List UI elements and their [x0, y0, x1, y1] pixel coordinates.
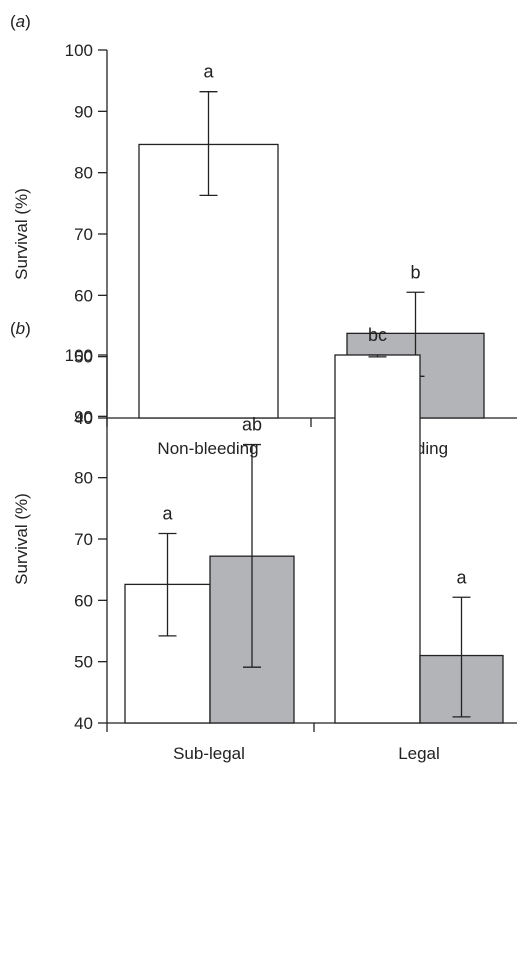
y-tick-label: 80 [74, 164, 93, 183]
y-tick-label: 50 [74, 348, 93, 367]
x-tick-label: Sub-legal [173, 744, 245, 763]
y-tick-label: 40 [74, 714, 93, 733]
significance-letter: bc [368, 325, 387, 345]
y-axis-label: Survival (%) [12, 188, 31, 280]
significance-letter: a [162, 503, 173, 523]
y-tick-label: 100 [65, 346, 93, 365]
significance-letter: a [203, 62, 214, 82]
y-tick-label: 40 [74, 409, 93, 428]
panel-label: (b) [10, 319, 31, 338]
bar [334, 354, 421, 724]
significance-letter: b [410, 262, 420, 282]
y-tick-label: 60 [74, 286, 93, 305]
x-tick-label: Legal [398, 744, 440, 763]
y-tick-label: 90 [74, 102, 93, 121]
y-tick-label: 100 [65, 41, 93, 60]
significance-letter: a [456, 567, 467, 587]
y-tick-label: 60 [74, 591, 93, 610]
y-tick-label: 90 [74, 407, 93, 426]
panel-a: (a)405060708090100Non-bleedingBleedingSu… [10, 12, 517, 458]
panel-b: (b) 40 50 60 70 80 90 100 Sub-legal Legal Survival… [10, 319, 517, 763]
y-tick-label: 80 [74, 469, 93, 488]
y-tick-label: 50 [74, 653, 93, 672]
x-tick-label: Non-bleeding [157, 439, 258, 458]
panel-label: (a) [10, 12, 31, 31]
significance-letter: ab [242, 415, 262, 435]
y-tick-label: 70 [74, 530, 93, 549]
y-axis-label: Survival (%) [12, 493, 31, 585]
y-tick-label: 70 [74, 225, 93, 244]
